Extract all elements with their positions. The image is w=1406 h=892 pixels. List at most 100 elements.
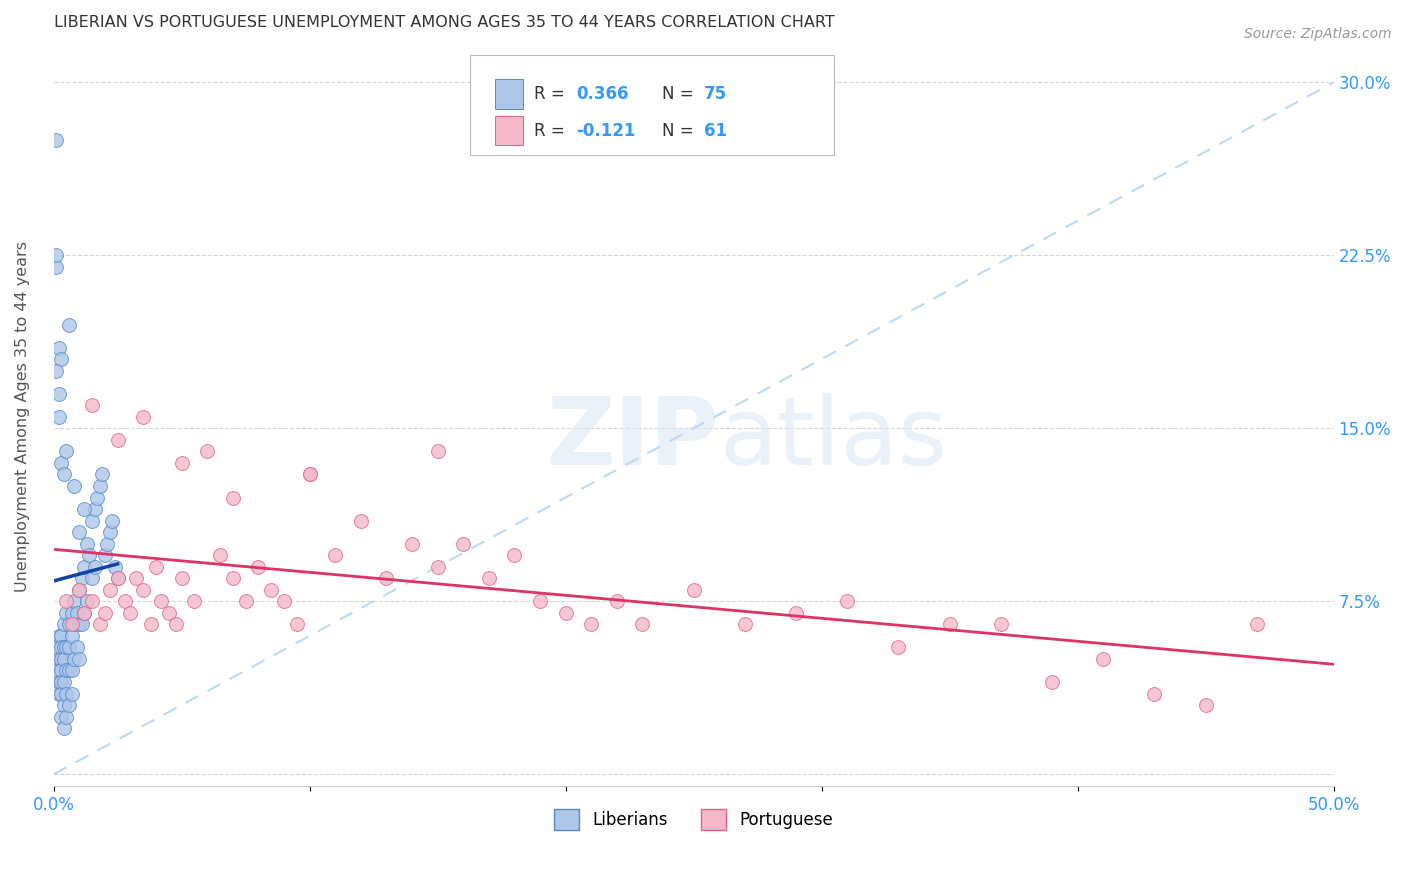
Point <box>554 606 576 620</box>
Point <box>80 571 103 585</box>
Point <box>73 559 96 574</box>
Point <box>51 709 73 723</box>
Point <box>107 433 129 447</box>
Point <box>48 687 70 701</box>
Point <box>734 617 756 632</box>
Legend: Liberians, Portuguese: Liberians, Portuguese <box>547 803 839 837</box>
Point <box>183 594 205 608</box>
Point <box>45 664 67 678</box>
Text: ZIP: ZIP <box>547 393 718 485</box>
Point <box>323 548 346 562</box>
Point <box>67 617 90 632</box>
Point <box>51 675 73 690</box>
Point <box>73 606 96 620</box>
Point <box>52 617 75 632</box>
Point <box>51 456 73 470</box>
Point <box>45 133 67 147</box>
Point <box>52 675 75 690</box>
Point <box>48 652 70 666</box>
Point <box>60 606 83 620</box>
Point <box>235 594 257 608</box>
Text: N =: N = <box>662 121 699 139</box>
Point <box>132 582 155 597</box>
Point <box>63 617 86 632</box>
Point <box>938 617 960 632</box>
Point <box>80 398 103 412</box>
Point <box>89 617 111 632</box>
Point <box>63 594 86 608</box>
Point <box>166 617 188 632</box>
Point <box>45 248 67 262</box>
Point <box>52 640 75 655</box>
Point <box>94 606 117 620</box>
Point <box>247 559 270 574</box>
Point <box>52 467 75 482</box>
Point <box>52 721 75 735</box>
Point <box>350 514 373 528</box>
Point <box>79 548 101 562</box>
Point <box>60 664 83 678</box>
Point <box>426 444 449 458</box>
Point <box>55 640 77 655</box>
Point <box>606 594 628 608</box>
Point <box>51 352 73 367</box>
Point <box>48 341 70 355</box>
Point <box>150 594 173 608</box>
FancyBboxPatch shape <box>495 116 523 145</box>
Point <box>80 594 103 608</box>
Point <box>60 617 83 632</box>
Text: 0.366: 0.366 <box>576 85 628 103</box>
Point <box>426 559 449 574</box>
Point <box>101 514 124 528</box>
Point <box>631 617 654 632</box>
Point <box>55 594 77 608</box>
Point <box>682 582 704 597</box>
Point <box>63 652 86 666</box>
Text: N =: N = <box>662 85 699 103</box>
Point <box>96 536 118 550</box>
Point <box>222 571 245 585</box>
Point <box>785 606 807 620</box>
Point <box>86 491 108 505</box>
Point <box>1092 652 1115 666</box>
Text: Source: ZipAtlas.com: Source: ZipAtlas.com <box>1244 27 1392 41</box>
Point <box>66 640 89 655</box>
Point <box>375 571 398 585</box>
Point <box>124 571 146 585</box>
Point <box>76 594 98 608</box>
Point <box>58 318 80 332</box>
Point <box>63 479 86 493</box>
FancyBboxPatch shape <box>470 55 834 155</box>
Point <box>58 640 80 655</box>
Point <box>70 571 93 585</box>
Text: 75: 75 <box>704 85 727 103</box>
Point <box>579 617 602 632</box>
Point <box>132 409 155 424</box>
Point <box>91 467 114 482</box>
Point <box>170 571 193 585</box>
Point <box>285 617 308 632</box>
Point <box>104 559 127 574</box>
Point <box>195 444 218 458</box>
Point <box>55 687 77 701</box>
Point <box>273 594 295 608</box>
Point <box>1194 698 1216 712</box>
Text: -0.121: -0.121 <box>576 121 636 139</box>
Text: LIBERIAN VS PORTUGUESE UNEMPLOYMENT AMONG AGES 35 TO 44 YEARS CORRELATION CHART: LIBERIAN VS PORTUGUESE UNEMPLOYMENT AMON… <box>53 15 834 30</box>
Point <box>55 606 77 620</box>
Point <box>73 606 96 620</box>
Point <box>76 536 98 550</box>
Point <box>478 571 501 585</box>
Point <box>67 582 90 597</box>
Point <box>94 548 117 562</box>
Point <box>51 664 73 678</box>
Point <box>451 536 474 550</box>
Point <box>83 502 105 516</box>
Point <box>51 652 73 666</box>
Point <box>222 491 245 505</box>
Point <box>55 709 77 723</box>
Point <box>1143 687 1166 701</box>
Point <box>58 698 80 712</box>
Point <box>529 594 551 608</box>
Point <box>107 571 129 585</box>
